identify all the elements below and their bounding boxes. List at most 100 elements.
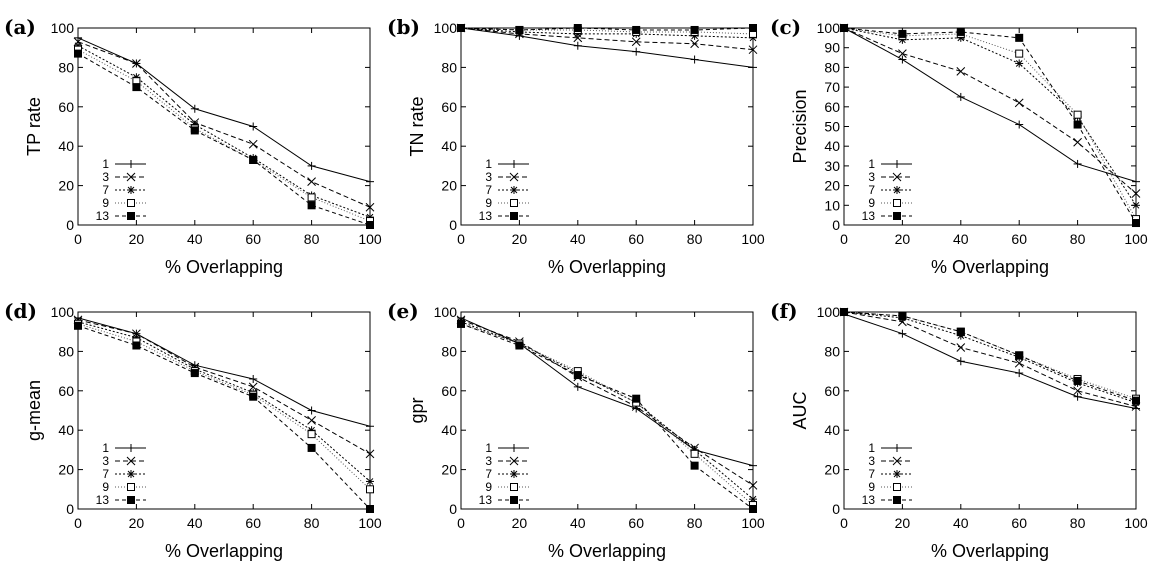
panel-label: (d)	[4, 299, 37, 323]
legend-marker	[510, 160, 518, 168]
series-line-1	[460, 27, 754, 68]
legend-label: 3	[868, 170, 875, 184]
series-line-9	[77, 323, 371, 490]
series-line-3	[77, 319, 371, 455]
legend-marker	[127, 483, 135, 491]
data-point	[632, 25, 641, 34]
legend-marker	[893, 199, 901, 207]
y-tick-label: 40	[441, 138, 457, 154]
data-point	[307, 415, 316, 425]
legend-marker	[893, 470, 901, 478]
x-tick-label: 40	[187, 231, 203, 247]
x-tick-label: 80	[304, 515, 320, 531]
series-line-7	[77, 45, 371, 218]
x-tick-label: 40	[570, 231, 586, 247]
data-point	[1073, 386, 1082, 396]
legend-marker	[892, 456, 902, 466]
y-axis-label: TN rate	[407, 96, 427, 156]
panel-d: (d) 0 20 40 60 80 100 0 20 40 60 80 100 % Overlapping…	[0, 284, 383, 567]
data-point	[74, 33, 82, 42]
legend-marker	[892, 172, 902, 182]
legend-marker	[893, 483, 901, 491]
plot-frame	[460, 27, 754, 226]
legend-marker	[893, 496, 901, 504]
y-tick-label: 20	[58, 462, 74, 478]
legend-label: 3	[485, 170, 492, 184]
legend-label: 13	[96, 493, 110, 507]
legend-label: 1	[868, 441, 875, 455]
series-line-3	[843, 27, 1137, 194]
data-point	[956, 327, 965, 336]
x-tick-label: 20	[512, 231, 528, 247]
panel-e: (e) 0 20 40 60 80 100 0 20 40 60 80 100 % Overlapping…	[383, 284, 766, 567]
series-line-13	[77, 325, 371, 510]
y-tick-label: 100	[51, 20, 75, 36]
chart-e: (e) 0 20 40 60 80 100 0 20 40 60 80 100 % Overlapping…	[387, 299, 765, 561]
legend-label: 9	[102, 196, 109, 210]
y-tick-label: 20	[441, 462, 457, 478]
y-tick-label: 60	[441, 383, 457, 399]
data-point	[249, 392, 258, 401]
data-point	[956, 66, 966, 76]
plot-frame	[460, 311, 754, 510]
data-point	[366, 485, 374, 494]
data-point	[1015, 120, 1024, 129]
panel-label: (c)	[770, 15, 801, 39]
data-point	[307, 430, 316, 439]
series-line-7	[843, 27, 1137, 206]
x-tick-label: 20	[895, 515, 911, 531]
panel-b: (b) 0 20 40 60 80 100 0 20 40 60 80 100 % Overlapping…	[383, 0, 766, 283]
x-tick-label: 100	[358, 515, 382, 531]
legend-marker	[510, 496, 518, 504]
x-axis-label: % Overlapping	[548, 541, 666, 561]
legend-marker	[510, 212, 518, 220]
y-tick-label: 40	[58, 138, 74, 154]
x-tick-label: 40	[570, 515, 586, 531]
x-tick-label: 80	[687, 515, 703, 531]
x-tick-label: 0	[840, 231, 848, 247]
data-point	[307, 443, 316, 452]
data-point	[1132, 177, 1140, 186]
series-line-1	[843, 27, 1137, 183]
data-point	[898, 311, 907, 320]
legend-label: 1	[102, 441, 109, 455]
data-point	[74, 321, 82, 330]
y-tick-label: 0	[449, 501, 457, 517]
y-tick-label: 0	[832, 501, 840, 517]
plot-frame	[77, 311, 371, 510]
data-point	[690, 25, 699, 34]
y-tick-label: 50	[824, 119, 840, 135]
data-point	[956, 92, 965, 101]
series-line-3	[843, 311, 1137, 408]
data-point	[749, 461, 757, 470]
y-tick-label: 20	[58, 178, 74, 194]
series-line-9	[77, 49, 371, 222]
y-tick-label: 80	[824, 343, 840, 359]
data-point	[457, 319, 465, 328]
data-point	[632, 394, 641, 403]
data-point	[632, 47, 641, 56]
x-tick-label: 100	[1124, 231, 1148, 247]
data-point	[457, 24, 465, 32]
y-tick-label: 80	[441, 343, 457, 359]
data-point	[132, 83, 141, 92]
data-point	[307, 406, 316, 415]
legend-marker	[510, 470, 518, 478]
legend-marker	[127, 212, 135, 220]
data-point	[366, 477, 374, 486]
legend-label: 1	[485, 157, 492, 171]
series-line-9	[843, 27, 1137, 220]
data-point	[1132, 201, 1140, 210]
x-axis-label: % Overlapping	[931, 257, 1049, 277]
y-tick-label: 80	[58, 343, 74, 359]
chart-b: (b) 0 20 40 60 80 100 0 20 40 60 80 100 % Overlapping…	[387, 15, 765, 277]
legend-label: 13	[479, 209, 493, 223]
y-tick-label: 60	[441, 99, 457, 115]
data-point	[1073, 110, 1082, 119]
data-point	[190, 126, 199, 135]
y-tick-label: 30	[824, 158, 840, 174]
y-tick-label: 40	[58, 422, 74, 438]
x-tick-label: 40	[953, 231, 969, 247]
